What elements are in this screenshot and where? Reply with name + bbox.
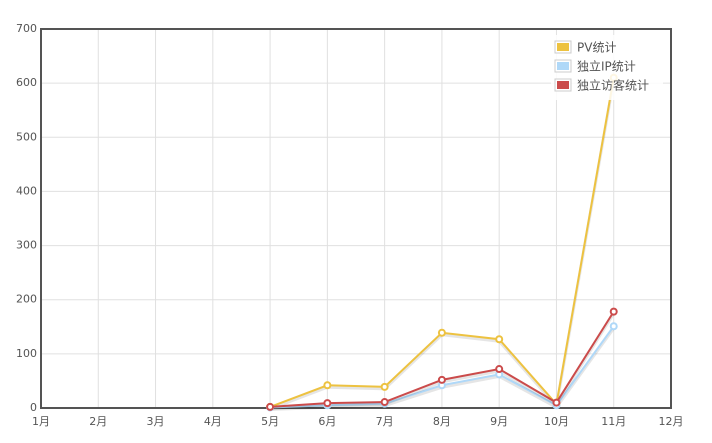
y-tick-label: 100 [16,347,37,360]
x-tick-label: 5月 [261,415,279,428]
legend-swatch [557,62,569,70]
y-tick-label: 0 [30,401,37,414]
y-tick-label: 200 [16,293,37,306]
x-tick-label: 10月 [544,415,569,428]
x-tick-label: 2月 [89,415,107,428]
x-tick-label: 4月 [204,415,222,428]
data-point [437,375,446,384]
y-tick-label: 500 [16,130,37,143]
data-point [552,398,561,407]
legend-label: 独立IP统计 [577,59,636,74]
data-point [380,382,389,391]
data-point [323,399,332,408]
x-tick-label: 3月 [147,415,165,428]
x-tick-label: 6月 [318,415,336,428]
x-tick-label: 1月 [32,415,50,428]
x-tick-label: 7月 [376,415,394,428]
y-tick-label: 300 [16,239,37,252]
data-point [380,398,389,407]
data-point [609,322,618,331]
data-point [266,402,275,411]
y-tick-label: 400 [16,184,37,197]
legend-swatch [557,81,569,89]
data-point [323,381,332,390]
y-tick-label: 700 [16,22,37,35]
data-point [609,307,618,316]
y-tick-label: 600 [16,76,37,89]
data-point [495,335,504,344]
data-point [437,328,446,337]
data-point [495,365,504,374]
x-tick-label: 9月 [490,415,508,428]
legend-label: 独立访客统计 [577,78,649,93]
x-tick-label: 8月 [433,415,451,428]
x-tick-label: 11月 [601,415,626,428]
legend-label: PV统计 [577,41,616,55]
x-tick-label: 12月 [659,415,684,428]
plot-border [40,28,672,409]
legend-swatch [557,43,569,51]
